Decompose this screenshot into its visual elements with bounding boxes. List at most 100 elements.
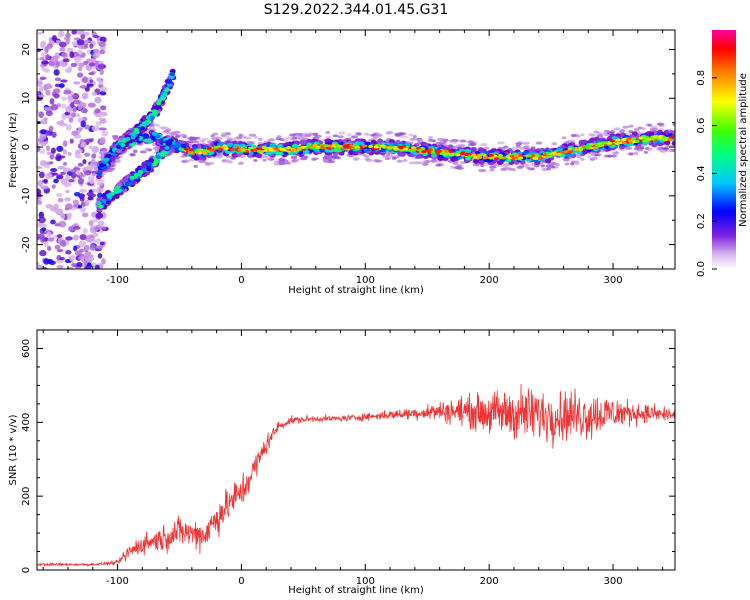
heatmap-noise-cell: [72, 105, 78, 113]
heatmap-halo-cell: [186, 140, 193, 144]
heatmap-branch-cell: [156, 101, 162, 106]
heatmap-noise-cell: [91, 153, 97, 159]
heatmap-noise-cell: [98, 61, 105, 65]
heatmap-ridge-core: [488, 153, 494, 157]
heatmap-noise-cell: [40, 129, 47, 135]
heatmap-halo-cell: [325, 135, 332, 139]
heatmap-ridge-core: [644, 138, 650, 142]
heatmap-branch-cell: [164, 88, 170, 93]
heatmap-ridge-cell: [588, 137, 595, 143]
heatmap-noise-cell: [50, 104, 59, 111]
heatmap-noise-cell: [62, 140, 68, 147]
heatmap-halo-cell: [217, 153, 225, 157]
heatmap-noise-cell: [87, 195, 93, 201]
heatmap-noise-cell: [70, 63, 77, 68]
heatmap-halo-cell: [628, 152, 634, 156]
heatmap-noise-cell: [51, 184, 56, 189]
spectrogram-x-axis-label: Height of straight line (km): [288, 285, 424, 296]
heatmap-ridge-core: [483, 155, 489, 159]
heatmap-ridge-core: [538, 156, 544, 160]
heatmap-halo-cell: [273, 160, 280, 164]
heatmap-halo-cell: [436, 160, 442, 164]
heatmap-noise-cell: [54, 244, 61, 250]
heatmap-noise-cell: [77, 177, 85, 185]
heatmap-noise-cell: [52, 88, 61, 94]
heatmap-ridge-core: [574, 147, 580, 151]
heatmap-ridge-core: [402, 147, 408, 151]
heatmap-halo-cell: [561, 136, 567, 140]
heatmap-halo-cell: [210, 136, 219, 140]
heatmap-noise-cell: [45, 89, 51, 96]
heatmap-noise-cell: [93, 48, 100, 54]
heatmap-noise-cell: [37, 31, 44, 35]
heatmap-ridge-cell: [172, 143, 179, 148]
heatmap-halo-cell: [293, 158, 300, 162]
heatmap-ridge-core: [426, 148, 432, 152]
heatmap-halo-cell: [452, 140, 458, 144]
heatmap-noise-cell: [88, 62, 95, 67]
heatmap-halo-cell: [647, 123, 653, 127]
heatmap-halo-cell: [210, 134, 215, 138]
heatmap-noise-cell: [55, 155, 62, 162]
heatmap-branch-cell: [153, 159, 159, 164]
heatmap-noise-cell: [46, 231, 52, 239]
heatmap-noise-cell: [91, 173, 96, 177]
heatmap-noise-cell: [92, 232, 99, 238]
heatmap-noise-cell: [84, 152, 91, 157]
heatmap-noise-cell: [72, 234, 79, 241]
heatmap-halo-cell: [257, 137, 264, 141]
heatmap-halo-cell: [253, 158, 258, 162]
heatmap-ridge-core: [526, 154, 532, 158]
heatmap-ridge-core: [518, 156, 524, 160]
heatmap-ridge-core: [552, 152, 558, 156]
heatmap-noise-cell: [50, 56, 58, 63]
heatmap-ridge-core: [355, 147, 361, 151]
heatmap-noise-cell: [79, 248, 85, 253]
heatmap-noise-cell: [60, 79, 68, 83]
heatmap-ridge-core: [649, 137, 655, 141]
heatmap-halo-cell: [580, 133, 585, 137]
x-tick-label: 0: [238, 576, 244, 587]
heatmap-noise-cell: [70, 112, 77, 118]
heatmap-noise-cell: [55, 192, 63, 197]
heatmap-noise-cell: [65, 105, 73, 113]
heatmap-noise-cell: [76, 39, 85, 46]
heatmap-noise-cell: [65, 32, 71, 38]
heatmap-halo-cell: [489, 165, 497, 169]
heatmap-halo-cell: [412, 135, 417, 139]
heatmap-noise-cell: [95, 76, 102, 82]
heatmap-noise-cell: [62, 58, 70, 63]
heatmap-branch-cell: [120, 142, 126, 147]
heatmap-noise-cell: [58, 30, 65, 38]
heatmap-halo-cell: [428, 138, 433, 142]
heatmap-ridge-core: [312, 143, 318, 147]
heatmap-ridge-cell: [473, 158, 480, 164]
heatmap-ridge-cell: [447, 144, 454, 150]
heatmap-noise-cell: [45, 145, 51, 152]
heatmap-noise-cell: [58, 83, 65, 88]
heatmap-branch-cell: [155, 155, 161, 160]
heatmap-halo-cell: [540, 164, 545, 168]
heatmap-halo-cell: [449, 165, 455, 169]
heatmap-halo-cell: [232, 137, 241, 141]
heatmap-noise-cell: [84, 244, 90, 252]
heatmap-noise-cell: [87, 102, 96, 108]
heatmap-noise-cell: [37, 221, 44, 228]
heatmap-noise-cell: [57, 197, 64, 203]
heatmap-halo-cell: [304, 134, 312, 138]
heatmap-noise-cell: [37, 233, 41, 241]
heatmap-halo-cell: [609, 130, 616, 134]
heatmap-halo-cell: [372, 135, 377, 139]
heatmap-noise-cell: [39, 149, 46, 154]
heatmap-halo-cell: [135, 142, 144, 146]
heatmap-noise-cell: [64, 68, 72, 73]
heatmap-ridge-core: [671, 133, 675, 137]
heatmap-halo-cell: [112, 137, 118, 141]
heatmap-halo-cell: [613, 127, 621, 131]
heatmap-noise-cell: [66, 212, 73, 219]
heatmap-noise-cell: [43, 258, 50, 265]
y-tick-label: 20: [21, 43, 32, 56]
heatmap-ridge-core: [542, 153, 548, 157]
heatmap-ridge-core: [183, 147, 189, 151]
heatmap-ridge-core: [567, 147, 573, 151]
